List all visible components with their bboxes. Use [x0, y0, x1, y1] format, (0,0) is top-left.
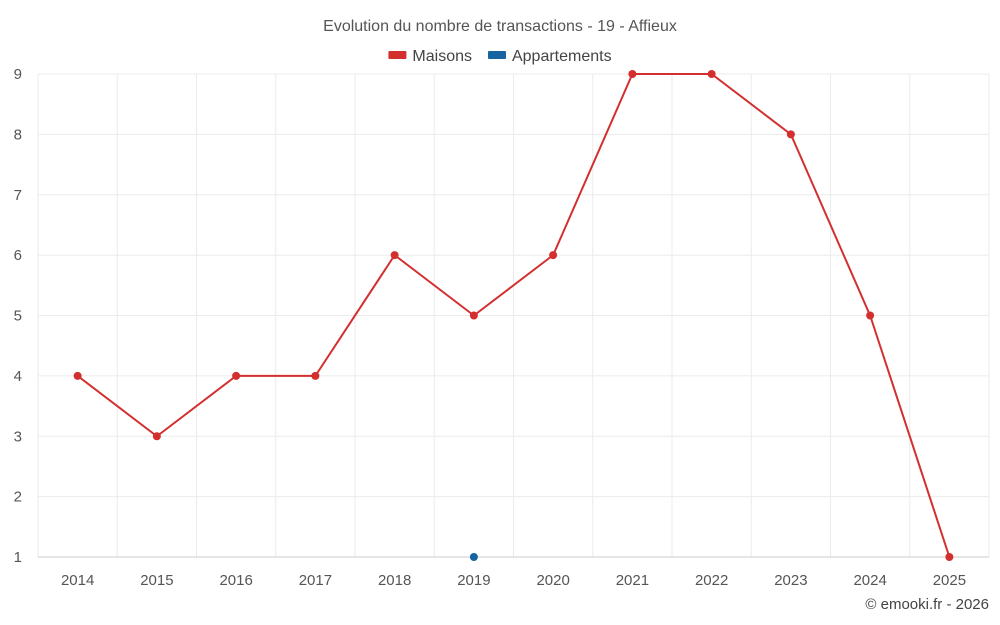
y-tick-label: 7: [14, 187, 22, 204]
data-point-maisons: [311, 371, 320, 380]
x-tick-label: 2015: [140, 572, 173, 589]
data-point-maisons: [390, 251, 399, 260]
x-tick-label: 2021: [616, 572, 649, 589]
data-point-maisons: [707, 70, 716, 78]
data-point-maisons: [549, 251, 558, 260]
legend-swatch-appartements: [487, 51, 506, 59]
series-line-maisons: [77, 73, 951, 558]
y-tick-label: 6: [14, 247, 22, 264]
y-tick-label: 2: [14, 489, 22, 506]
x-tick-label: 2025: [933, 572, 966, 589]
data-point-maisons: [786, 130, 795, 139]
x-tick-label: 2014: [61, 572, 94, 589]
data-point-maisons: [152, 432, 161, 441]
legend: Maisons Appartements: [388, 48, 612, 65]
x-tick-label: 2016: [219, 572, 252, 589]
grid: [37, 73, 990, 557]
chart-title: Evolution du nombre de transactions - 19…: [323, 18, 677, 35]
data-point-maisons: [73, 371, 82, 380]
data-point-maisons: [866, 311, 875, 320]
x-tick-label: 2024: [853, 572, 886, 589]
y-tick-label: 8: [14, 126, 22, 143]
legend-swatch-maisons: [388, 51, 407, 59]
x-tick-label: 2022: [695, 572, 728, 589]
y-tick-label: 1: [14, 549, 22, 566]
data-point-maisons: [232, 371, 241, 380]
data-point-maisons: [945, 553, 954, 561]
legend-label-appartements: Appartements: [512, 48, 612, 65]
x-tick-label: 2018: [378, 572, 411, 589]
data-point-appartements: [469, 553, 478, 561]
data-point-maisons: [628, 70, 637, 78]
x-tick-label: 2020: [536, 572, 569, 589]
y-tick-label: 9: [14, 66, 22, 83]
series: [73, 70, 954, 561]
legend-label-maisons: Maisons: [412, 48, 472, 65]
x-tick-label: 2017: [299, 572, 332, 589]
y-tick-label: 3: [14, 428, 22, 445]
credit-text: © emooki.fr - 2026: [865, 596, 989, 613]
x-tick-label: 2019: [457, 572, 490, 589]
data-point-maisons: [469, 311, 478, 320]
y-tick-label: 4: [14, 368, 22, 385]
y-tick-label: 5: [14, 308, 22, 325]
x-tick-label: 2023: [774, 572, 807, 589]
axes: 1 2 3 4 5 6 7 8 9 2014 2015 2016 2017 2018 2019 2020 202…: [14, 66, 989, 589]
